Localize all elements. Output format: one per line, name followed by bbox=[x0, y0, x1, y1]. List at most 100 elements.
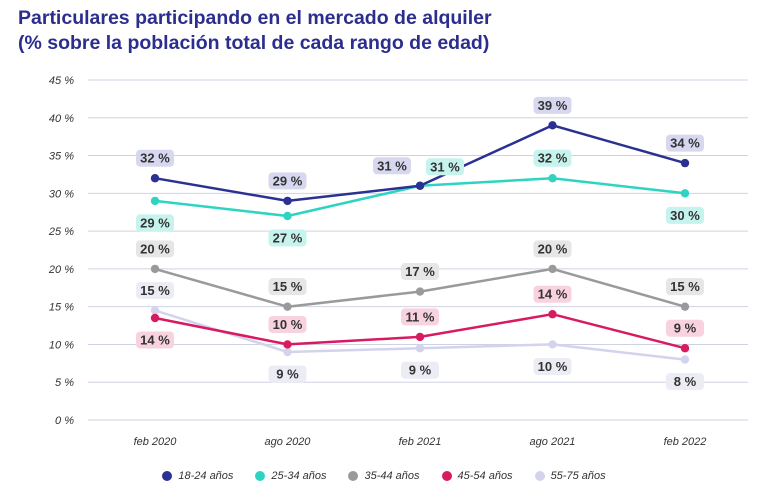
data-label-bg bbox=[268, 365, 307, 383]
data-label-bg bbox=[268, 172, 307, 190]
data-point bbox=[283, 196, 292, 206]
data-point bbox=[548, 310, 557, 319]
data-label: 32 % bbox=[533, 149, 572, 167]
data-label-bg bbox=[136, 331, 174, 349]
y-tick-label: 40 % bbox=[49, 113, 74, 125]
data-label-bg bbox=[401, 308, 439, 326]
data-label-bg bbox=[136, 240, 174, 258]
data-label: 9 % bbox=[401, 361, 439, 379]
data-label: 34 % bbox=[666, 134, 704, 152]
data-label-text: 32 % bbox=[140, 151, 170, 166]
data-point bbox=[415, 332, 425, 342]
data-label-text: 20 % bbox=[140, 241, 170, 256]
data-label-bg bbox=[533, 240, 572, 258]
data-label-text: 9 % bbox=[674, 321, 697, 336]
data-point bbox=[283, 211, 292, 221]
data-point bbox=[680, 355, 690, 364]
data-point bbox=[150, 196, 160, 206]
data-label-bg bbox=[666, 319, 704, 337]
data-point bbox=[680, 302, 690, 311]
legend-label: 35-44 años bbox=[364, 470, 420, 482]
data-point bbox=[283, 340, 292, 349]
legend-marker bbox=[348, 471, 359, 481]
data-label-text: 17 % bbox=[405, 264, 435, 279]
data-label-text: 27 % bbox=[273, 231, 303, 246]
y-tick-label: 35 % bbox=[49, 151, 74, 163]
data-point bbox=[680, 158, 690, 168]
data-label: 20 % bbox=[136, 240, 174, 258]
data-label-bg bbox=[401, 361, 439, 379]
series-lines bbox=[150, 121, 690, 364]
legend-marker bbox=[255, 471, 266, 481]
legend-label: 18-24 años bbox=[178, 470, 234, 482]
y-tick-label: 30 % bbox=[49, 188, 74, 200]
legend-item: 18-24 años bbox=[162, 470, 233, 482]
data-point bbox=[415, 344, 425, 353]
data-label-bg bbox=[401, 263, 439, 281]
data-point bbox=[150, 174, 160, 183]
legend-item: 35-44 años bbox=[348, 470, 420, 482]
data-label-bg bbox=[268, 278, 307, 296]
data-labels: 32 % 29 % 31 % 39 % 34 % 29 % 27 % 31 % 32 % 30 %… bbox=[136, 96, 704, 391]
data-label: 29 % bbox=[268, 172, 307, 190]
data-label-text: 10 % bbox=[273, 317, 303, 332]
series-18-24-a-os bbox=[150, 121, 690, 206]
data-label-text: 31 % bbox=[430, 159, 460, 174]
data-label-text: 34 % bbox=[670, 136, 700, 151]
data-label-bg bbox=[136, 214, 174, 232]
data-label-bg bbox=[533, 149, 572, 167]
data-label-text: 20 % bbox=[538, 241, 568, 256]
x-axis: feb 2020 ago 2020 feb 2021 ago 2021 feb 2022 bbox=[134, 436, 707, 448]
data-label-bg bbox=[666, 373, 704, 391]
data-label: 30 % bbox=[666, 206, 704, 224]
data-label-bg bbox=[666, 278, 704, 296]
data-label: 31 % bbox=[426, 158, 464, 176]
data-label: 14 % bbox=[533, 285, 572, 303]
legend-label: 45-54 años bbox=[457, 470, 513, 482]
data-label: 15 % bbox=[666, 278, 704, 296]
y-tick-label: 0 % bbox=[55, 415, 74, 427]
legend-marker bbox=[534, 471, 545, 481]
data-label: 32 % bbox=[136, 149, 174, 167]
legend-marker bbox=[441, 471, 452, 481]
series-45-54-a-os bbox=[150, 310, 690, 353]
data-label-bg bbox=[533, 96, 572, 114]
data-label: 9 % bbox=[666, 319, 704, 337]
data-point bbox=[415, 181, 425, 190]
data-label-text: 11 % bbox=[406, 309, 435, 324]
data-point bbox=[548, 340, 557, 349]
y-axis: 45 % 40 % 35 % 30 % 25 % 20 % 15 % 10 % 5 % 0 % bbox=[48, 75, 74, 427]
x-tick-label: ago 2021 bbox=[530, 436, 576, 448]
data-label: 27 % bbox=[268, 229, 307, 247]
legend-marker bbox=[162, 471, 173, 481]
legend-item: 55-75 años bbox=[534, 470, 606, 482]
data-label: 10 % bbox=[268, 315, 307, 333]
series-35-44-a-os bbox=[150, 264, 690, 311]
legend-item: 25-34 años bbox=[255, 470, 326, 482]
y-tick-label: 15 % bbox=[49, 302, 74, 314]
data-point bbox=[548, 121, 557, 130]
data-label-text: 29 % bbox=[140, 215, 170, 230]
data-point bbox=[150, 264, 160, 274]
data-label-text: 15 % bbox=[273, 279, 303, 294]
data-point bbox=[680, 189, 690, 198]
data-label-bg bbox=[426, 158, 464, 176]
data-label: 11 % bbox=[401, 308, 439, 326]
data-point bbox=[283, 347, 292, 357]
x-tick-label: feb 2020 bbox=[134, 436, 178, 448]
y-tick-label: 25 % bbox=[48, 226, 74, 238]
data-label-bg bbox=[136, 281, 174, 299]
data-point bbox=[283, 302, 292, 311]
data-point bbox=[415, 287, 425, 296]
data-label-text: 9 % bbox=[409, 363, 432, 378]
data-label: 14 % bbox=[136, 331, 174, 349]
chart-title: Particulares participando en el mercado … bbox=[18, 6, 492, 56]
data-point bbox=[150, 306, 160, 315]
x-tick-label: feb 2021 bbox=[399, 436, 442, 448]
y-tick-label: 45 % bbox=[49, 75, 74, 87]
data-label-text: 10 % bbox=[538, 359, 568, 374]
data-label-bg bbox=[533, 357, 572, 375]
data-label: 8 % bbox=[666, 373, 704, 391]
data-label-bg bbox=[268, 229, 307, 247]
data-label-bg bbox=[666, 134, 704, 152]
